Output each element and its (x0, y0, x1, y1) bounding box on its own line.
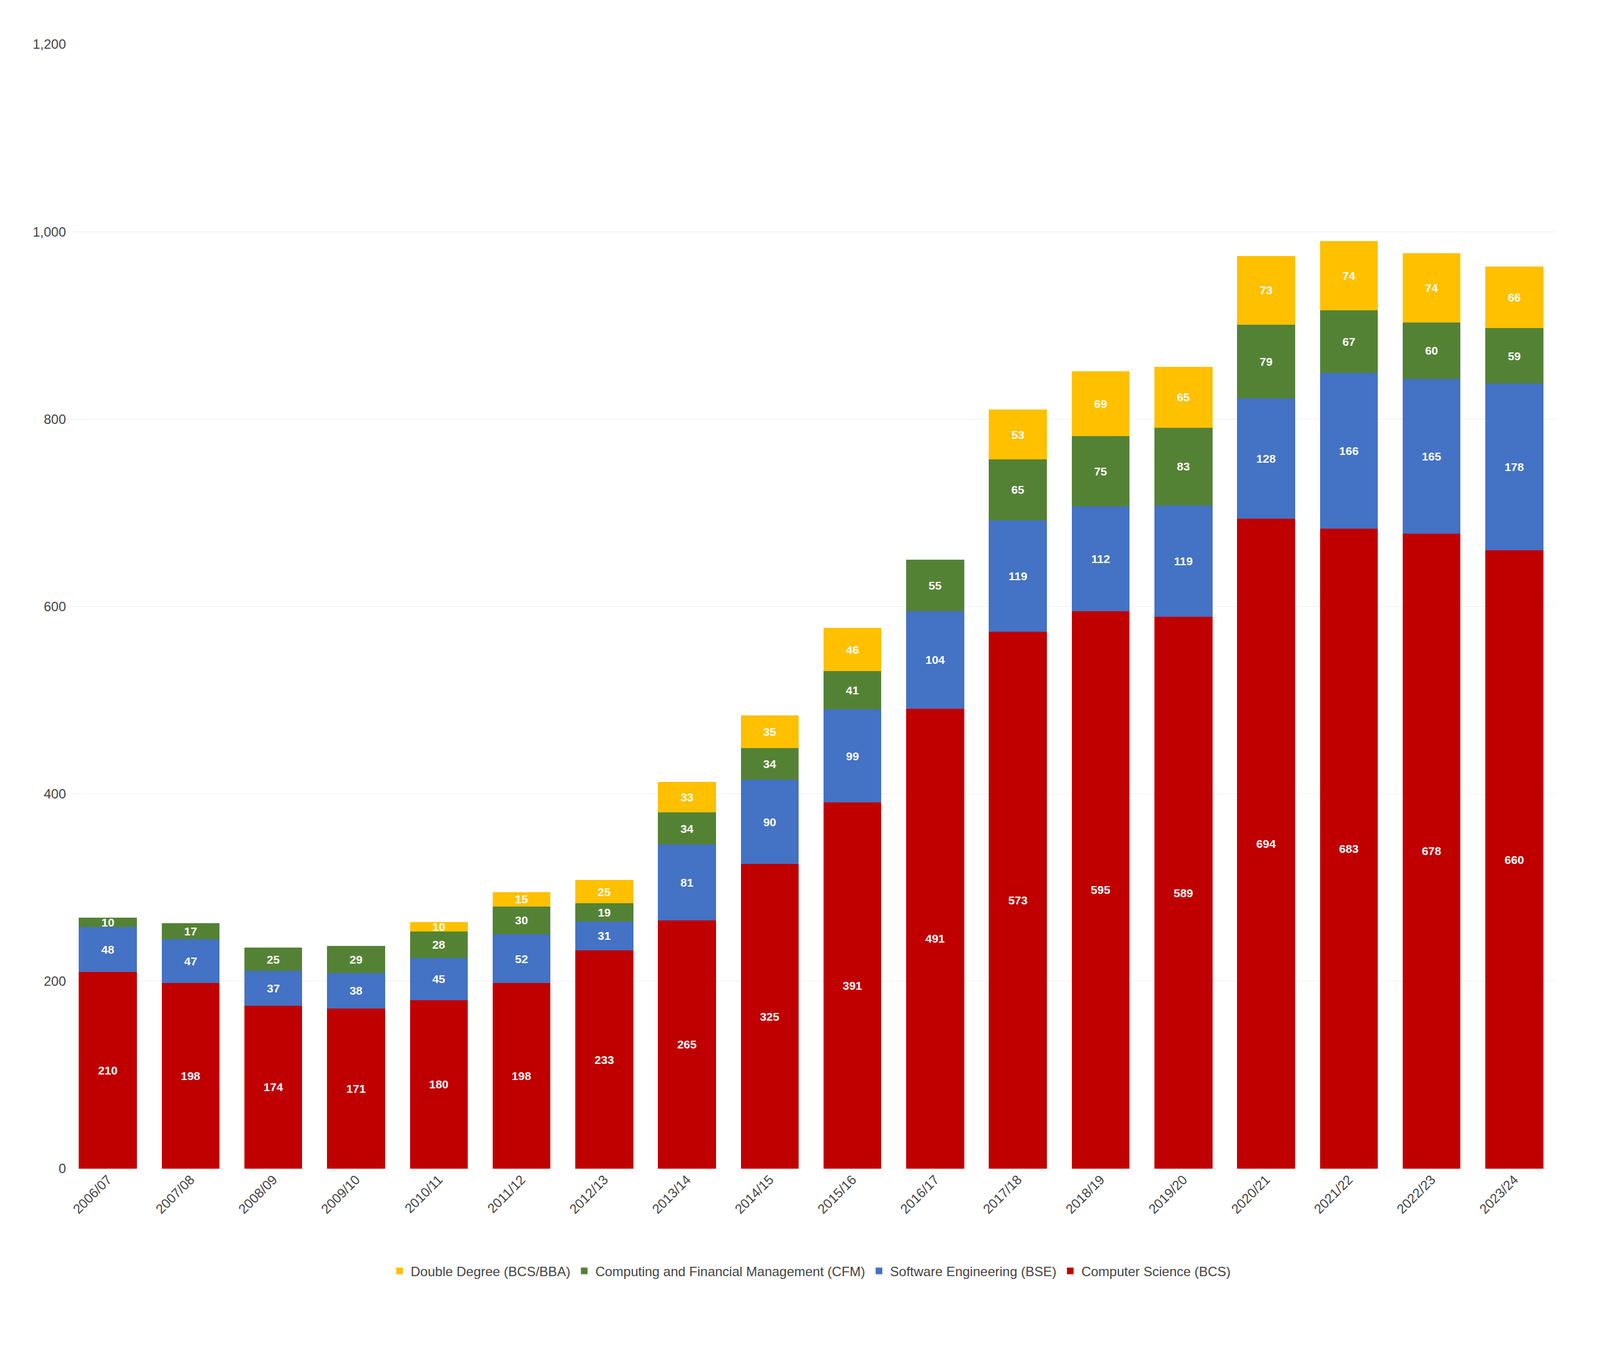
svg-text:38: 38 (349, 984, 364, 998)
svg-text:265: 265 (677, 1038, 697, 1051)
svg-text:34: 34 (763, 757, 777, 771)
svg-text:119: 119 (1008, 569, 1028, 583)
svg-text:2006/07: 2006/07 (69, 1172, 115, 1217)
svg-text:1,000: 1,000 (32, 224, 66, 240)
svg-text:2011/12: 2011/12 (484, 1172, 529, 1216)
svg-text:2016/17: 2016/17 (897, 1172, 942, 1217)
svg-text:589: 589 (1173, 886, 1194, 900)
svg-text:678: 678 (1421, 844, 1441, 858)
svg-text:573: 573 (1008, 893, 1028, 907)
svg-text:15: 15 (514, 892, 529, 906)
svg-text:683: 683 (1338, 842, 1359, 856)
svg-text:2015/16: 2015/16 (814, 1172, 860, 1217)
svg-text:1,200: 1,200 (32, 36, 66, 52)
svg-text:128: 128 (1256, 452, 1276, 465)
svg-text:104: 104 (925, 653, 945, 667)
svg-text:2014/15: 2014/15 (731, 1172, 776, 1217)
svg-text:198: 198 (511, 1069, 531, 1083)
svg-text:165: 165 (1421, 450, 1441, 463)
svg-text:28: 28 (432, 938, 446, 952)
svg-text:19: 19 (597, 906, 611, 919)
svg-text:79: 79 (1259, 355, 1273, 368)
svg-text:2007/08: 2007/08 (152, 1172, 197, 1217)
svg-text:29: 29 (349, 953, 363, 966)
svg-text:0: 0 (58, 1161, 66, 1177)
svg-text:198: 198 (180, 1069, 201, 1083)
svg-text:660: 660 (1504, 853, 1525, 867)
svg-text:34: 34 (680, 822, 694, 836)
svg-text:83: 83 (1177, 459, 1190, 473)
svg-text:67: 67 (1342, 335, 1356, 349)
svg-text:59: 59 (1508, 349, 1521, 363)
svg-text:60: 60 (1424, 344, 1438, 357)
svg-text:30: 30 (514, 913, 528, 927)
svg-text:233: 233 (594, 1053, 615, 1067)
svg-text:112: 112 (1091, 552, 1111, 566)
svg-text:491: 491 (925, 932, 945, 945)
svg-text:2022/23: 2022/23 (1393, 1172, 1439, 1217)
svg-text:53: 53 (1011, 428, 1025, 442)
svg-text:65: 65 (1011, 483, 1025, 497)
svg-text:52: 52 (514, 952, 528, 966)
svg-text:174: 174 (263, 1080, 284, 1094)
svg-text:25: 25 (266, 953, 280, 966)
svg-text:595: 595 (1090, 883, 1111, 897)
svg-text:10: 10 (432, 920, 446, 934)
svg-text:25: 25 (597, 885, 611, 899)
svg-text:10: 10 (101, 916, 115, 929)
svg-text:37: 37 (267, 982, 280, 995)
svg-text:66: 66 (1508, 290, 1521, 304)
svg-text:75: 75 (1094, 464, 1108, 478)
svg-text:180: 180 (428, 1077, 449, 1091)
svg-text:178: 178 (1504, 460, 1525, 474)
svg-text:74: 74 (1424, 281, 1439, 295)
svg-text:2021/22: 2021/22 (1310, 1172, 1356, 1217)
svg-text:Computing and Financial Manage: Computing and Financial Management (CFM) (595, 1264, 866, 1280)
svg-text:2019/20: 2019/20 (1145, 1172, 1190, 1217)
svg-text:90: 90 (763, 815, 776, 829)
svg-text:2020/21: 2020/21 (1228, 1172, 1273, 1217)
svg-text:Double Degree (BCS/BBA): Double Degree (BCS/BBA) (410, 1264, 571, 1280)
svg-text:35: 35 (763, 725, 777, 739)
svg-text:99: 99 (845, 749, 859, 763)
svg-text:2012/13: 2012/13 (566, 1172, 611, 1217)
svg-text:119: 119 (1173, 554, 1193, 568)
svg-text:31: 31 (597, 929, 611, 943)
svg-text:2008/09: 2008/09 (235, 1172, 280, 1217)
svg-text:73: 73 (1259, 283, 1273, 297)
svg-text:81: 81 (680, 876, 694, 889)
svg-text:166: 166 (1338, 444, 1359, 458)
svg-text:46: 46 (845, 643, 859, 657)
svg-text:400: 400 (43, 786, 66, 802)
svg-text:41: 41 (845, 683, 860, 697)
svg-text:47: 47 (183, 954, 197, 968)
svg-text:2023/24: 2023/24 (1476, 1172, 1521, 1217)
svg-text:55: 55 (928, 579, 943, 592)
svg-text:74: 74 (1342, 269, 1356, 283)
svg-text:200: 200 (43, 973, 66, 989)
svg-text:45: 45 (432, 972, 446, 986)
svg-text:2010/11: 2010/11 (401, 1172, 446, 1216)
svg-text:48: 48 (101, 943, 115, 957)
svg-text:694: 694 (1256, 837, 1276, 851)
svg-text:2018/19: 2018/19 (1062, 1172, 1108, 1217)
svg-text:17: 17 (183, 924, 197, 938)
svg-text:325: 325 (759, 1010, 780, 1024)
svg-text:Computer Science (BCS): Computer Science (BCS) (1081, 1264, 1231, 1280)
svg-text:391: 391 (842, 979, 862, 993)
svg-text:171: 171 (346, 1082, 366, 1096)
svg-text:600: 600 (43, 599, 66, 615)
svg-text:800: 800 (43, 411, 66, 427)
svg-text:65: 65 (1176, 390, 1190, 404)
svg-text:33: 33 (680, 790, 694, 804)
svg-text:2009/10: 2009/10 (318, 1172, 363, 1217)
svg-text:Software Engineering (BSE): Software Engineering (BSE) (890, 1264, 1057, 1280)
svg-text:2017/18: 2017/18 (979, 1172, 1025, 1217)
svg-text:2013/14: 2013/14 (648, 1172, 694, 1217)
svg-text:69: 69 (1094, 397, 1107, 411)
svg-text:210: 210 (98, 1064, 118, 1077)
